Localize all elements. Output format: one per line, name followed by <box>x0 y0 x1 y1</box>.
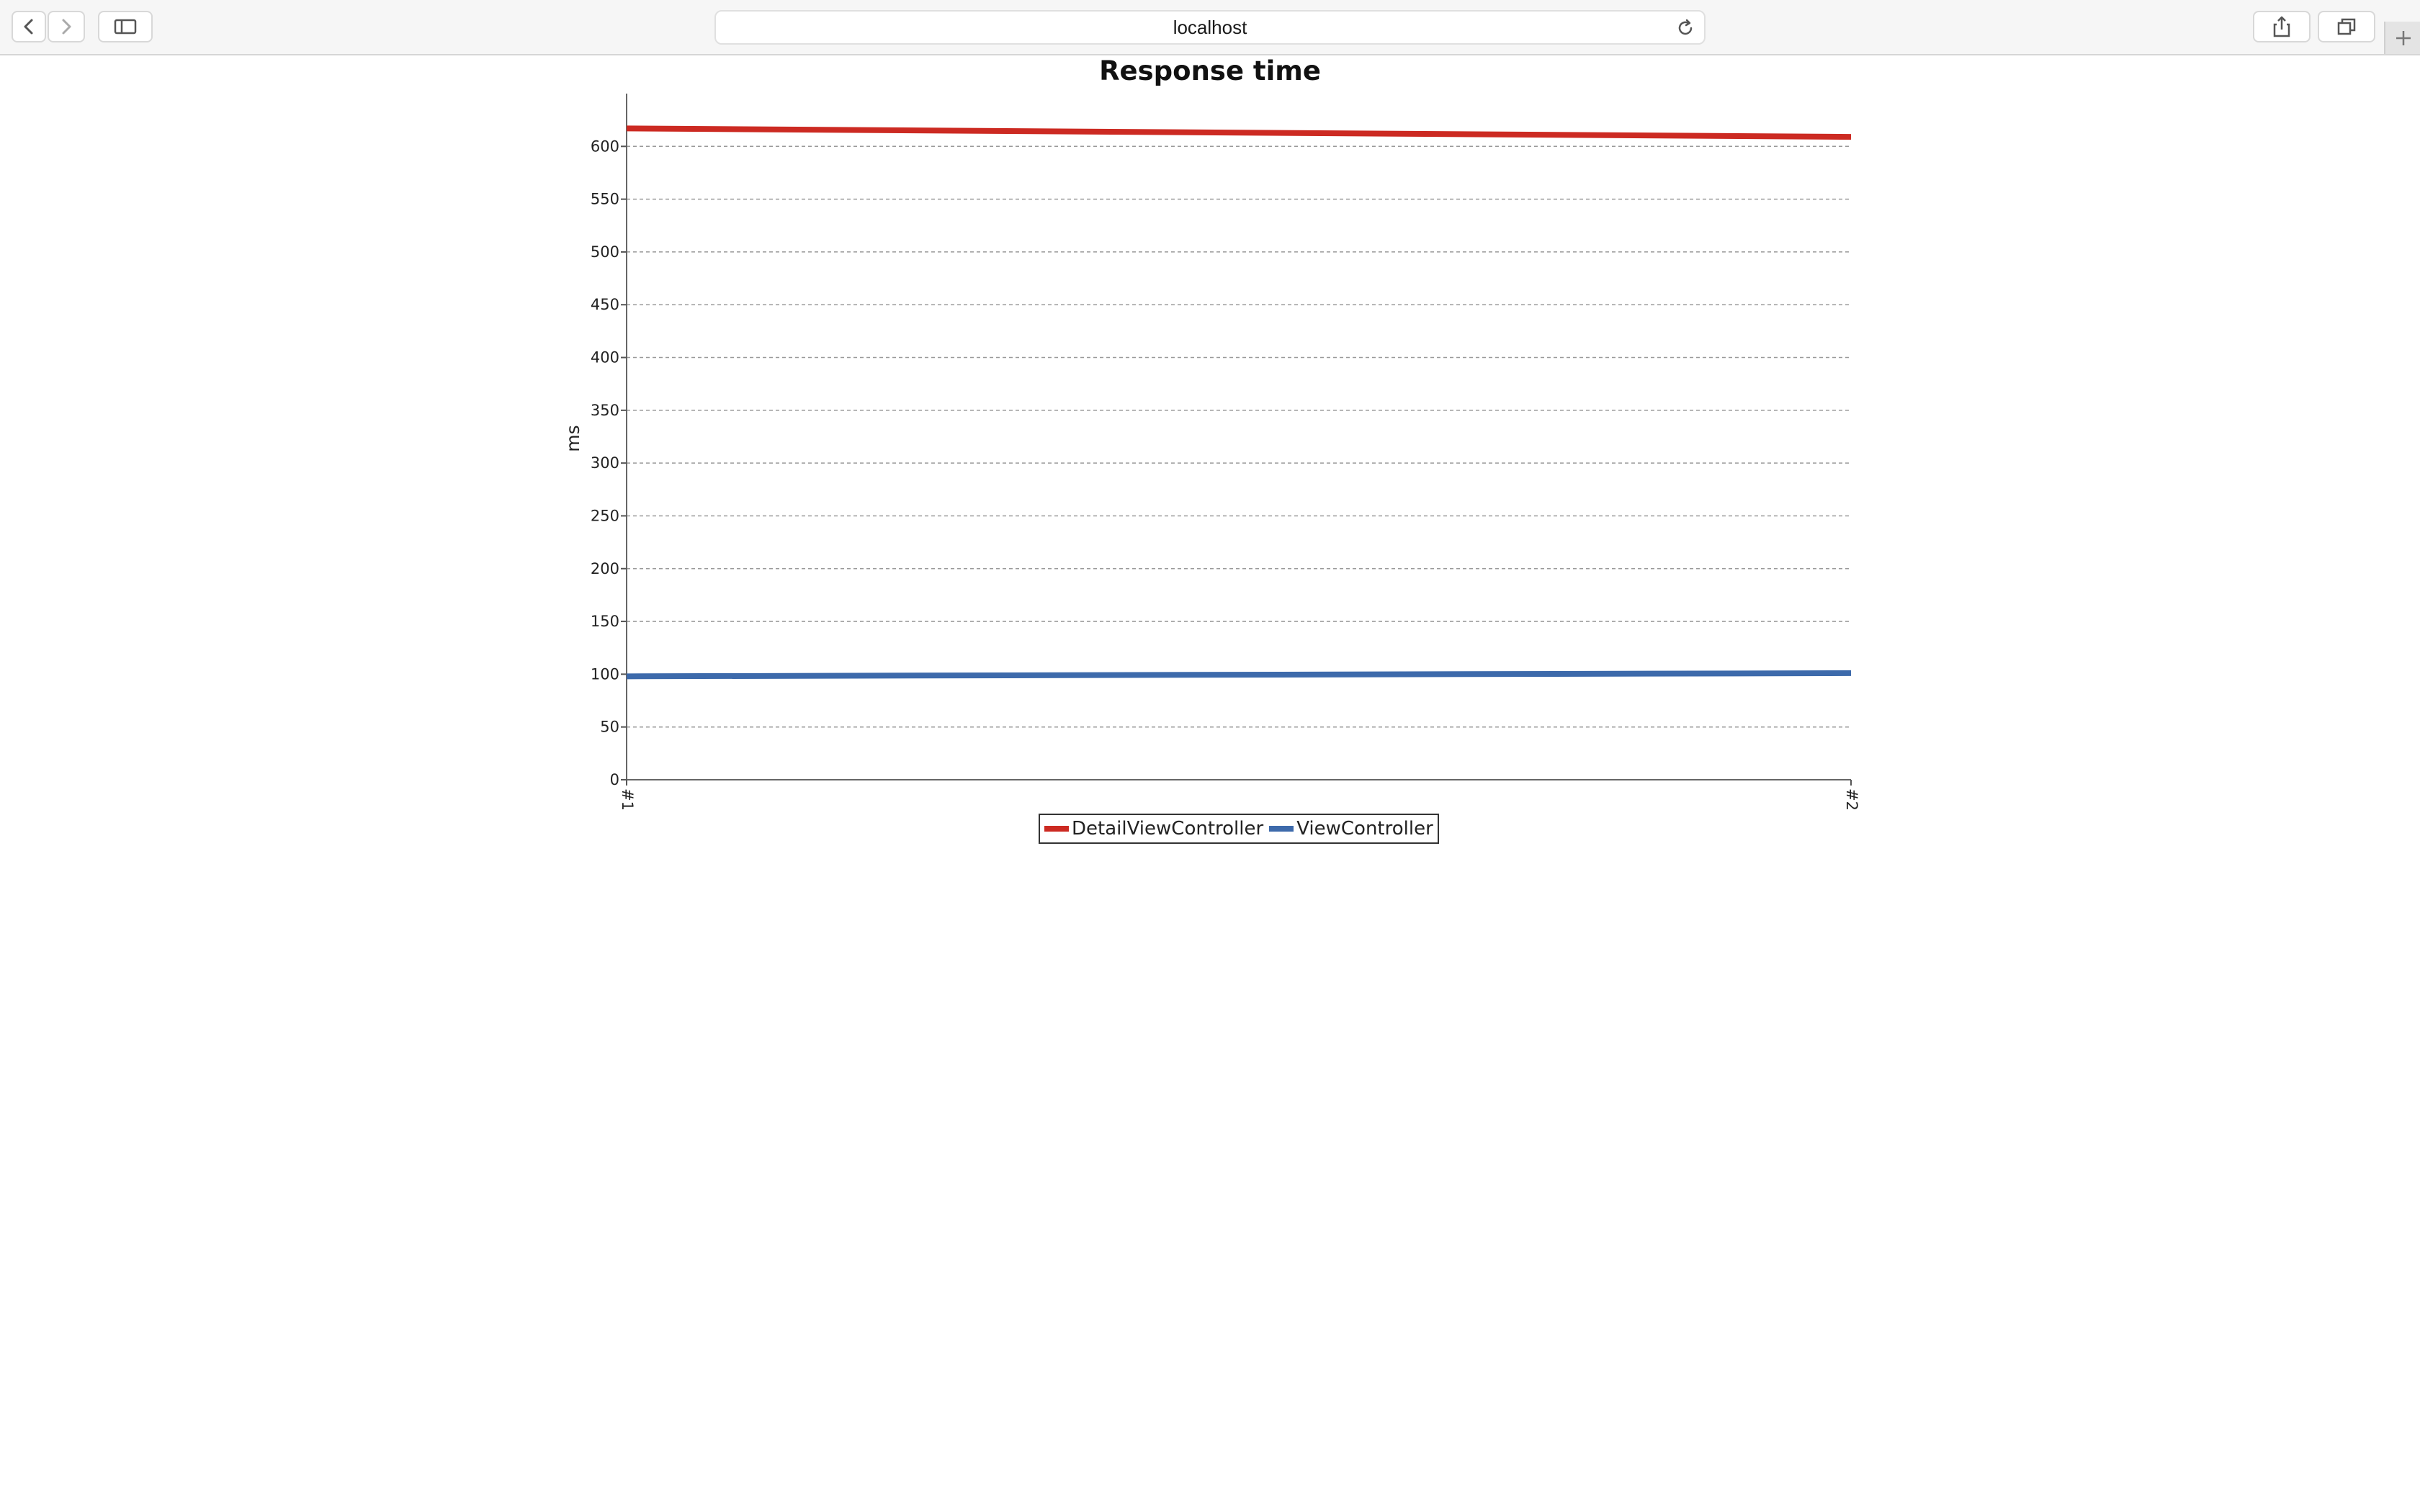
chart-grid <box>627 145 1851 780</box>
legend-label: DetailViewController <box>1072 818 1264 840</box>
tabs-overview-button[interactable] <box>2318 11 2375 42</box>
x-tick-label: #1 <box>619 788 636 811</box>
y-tick-label: 250 <box>591 507 619 524</box>
legend-item: ViewController <box>1269 818 1433 840</box>
legend-swatch <box>1269 826 1294 832</box>
y-tick-label: 50 <box>600 719 619 736</box>
chart-axes <box>626 94 1851 780</box>
plus-icon <box>2396 30 2411 45</box>
y-axis-ticks: 0 50 100 150 200 250 300 350 400 450 500 550 600 <box>591 138 627 788</box>
forward-button[interactable] <box>48 11 85 42</box>
browser-toolbar: localhost <box>0 0 2420 55</box>
y-tick-label: 0 <box>610 771 619 788</box>
y-tick-label: 500 <box>591 243 619 261</box>
sidebar-icon <box>114 19 137 35</box>
y-tick-label: 450 <box>591 296 619 313</box>
y-tick-label: 300 <box>591 454 619 472</box>
chart-title: Response time <box>1099 55 1321 86</box>
reload-button[interactable] <box>1675 18 1695 41</box>
legend-item: DetailViewController <box>1044 818 1263 840</box>
y-tick-label: 200 <box>591 560 619 577</box>
y-tick-label: 350 <box>591 402 619 419</box>
x-tick-label: #2 <box>1843 788 1860 811</box>
legend-swatch <box>1044 826 1069 832</box>
sidebar-button[interactable] <box>98 11 153 42</box>
series-line-viewcontroller <box>626 670 1852 680</box>
y-tick-label: 600 <box>591 138 619 155</box>
new-tab-button[interactable] <box>2384 22 2420 54</box>
back-button[interactable] <box>12 11 46 42</box>
legend-label: ViewController <box>1296 818 1433 840</box>
series-line-detailviewcontroller <box>626 125 1852 140</box>
forward-icon <box>62 19 71 35</box>
y-axis-label: ms <box>563 425 583 451</box>
chart-legend: DetailViewController ViewController <box>1039 814 1439 844</box>
share-icon <box>2273 16 2290 37</box>
share-button[interactable] <box>2253 11 2311 42</box>
y-tick-label: 550 <box>591 191 619 208</box>
chart-series <box>626 125 1852 680</box>
reload-icon <box>1678 19 1693 35</box>
y-tick-label: 400 <box>591 349 619 366</box>
address-text: localhost <box>1173 17 1247 38</box>
tabs-icon <box>2337 18 2356 35</box>
back-icon <box>24 19 33 35</box>
x-axis-ticks: #1 #2 <box>619 780 1860 811</box>
y-tick-label: 150 <box>591 613 619 630</box>
address-bar[interactable]: localhost <box>714 10 1706 45</box>
y-tick-label: 100 <box>591 665 619 683</box>
